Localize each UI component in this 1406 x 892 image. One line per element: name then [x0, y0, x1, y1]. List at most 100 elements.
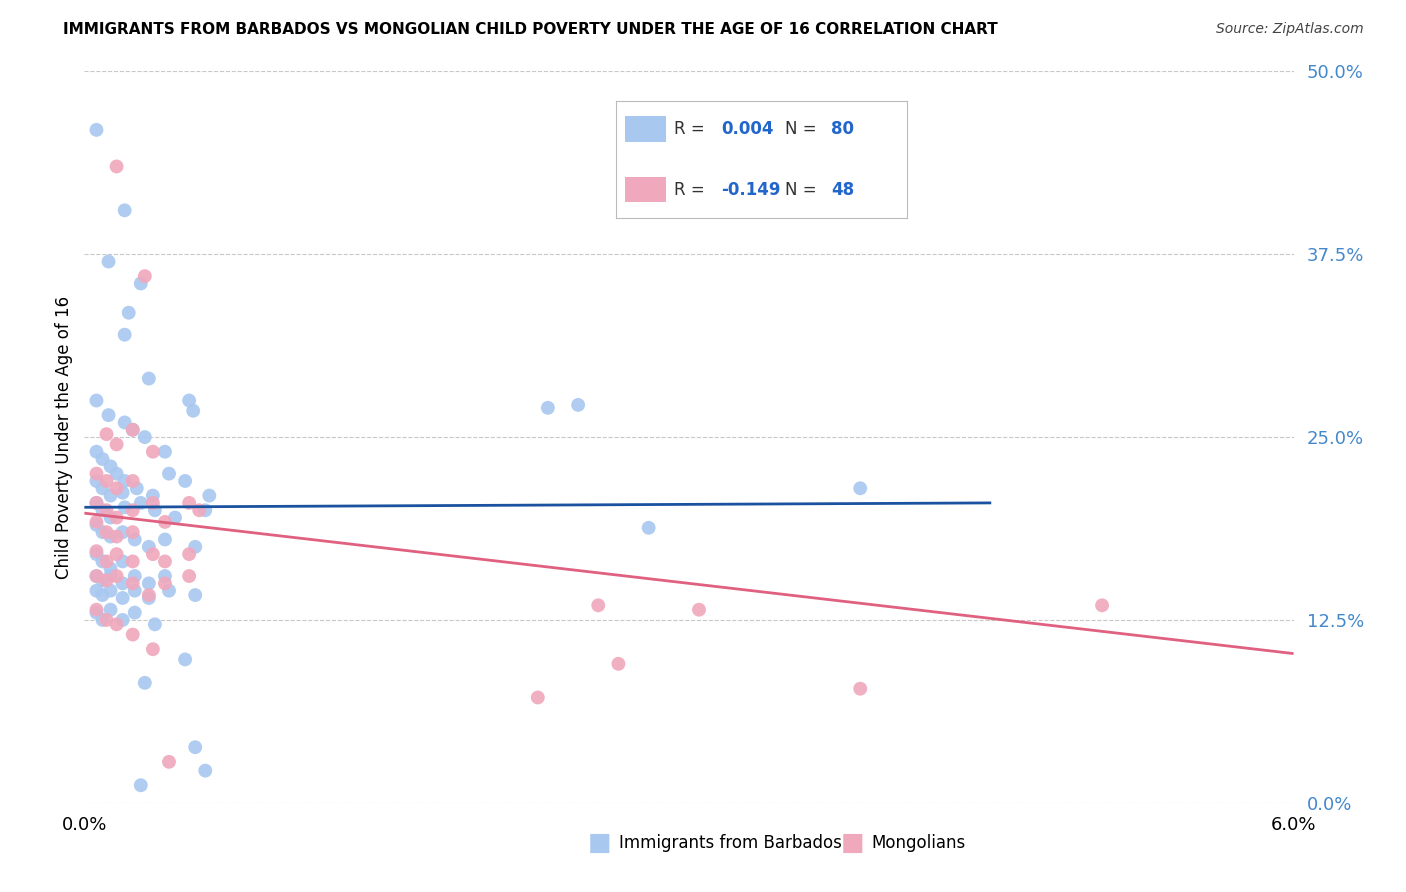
- Point: [86, 517, 108, 532]
- Point: [124, 533, 146, 547]
- Point: [153, 554, 176, 568]
- Point: [142, 547, 165, 561]
- Point: [124, 606, 146, 620]
- Point: [121, 423, 143, 437]
- Point: [174, 474, 197, 488]
- Point: [142, 642, 165, 657]
- Point: [86, 569, 108, 583]
- Point: [96, 613, 118, 627]
- Point: [86, 467, 108, 481]
- Point: [134, 269, 156, 284]
- Point: [179, 569, 201, 583]
- Point: [138, 576, 160, 591]
- Point: [165, 510, 187, 524]
- Point: [567, 398, 589, 412]
- Point: [588, 599, 610, 613]
- Point: [91, 613, 114, 627]
- Point: [129, 496, 152, 510]
- Point: [134, 676, 156, 690]
- Point: [105, 547, 128, 561]
- Point: [91, 574, 114, 588]
- Point: [157, 467, 180, 481]
- Point: [86, 474, 108, 488]
- Point: [184, 540, 207, 554]
- Point: [157, 755, 180, 769]
- Text: Source: ZipAtlas.com: Source: ZipAtlas.com: [1216, 22, 1364, 37]
- Point: [849, 681, 872, 696]
- Point: [114, 474, 136, 488]
- Y-axis label: Child Poverty Under the Age of 16: Child Poverty Under the Age of 16: [55, 295, 73, 579]
- Point: [96, 503, 118, 517]
- Point: [194, 503, 217, 517]
- Point: [111, 591, 134, 605]
- Point: [1091, 599, 1114, 613]
- Point: [157, 583, 180, 598]
- Text: Immigrants from Barbados: Immigrants from Barbados: [619, 834, 842, 852]
- Point: [105, 510, 128, 524]
- Point: [105, 481, 128, 495]
- Point: [86, 515, 108, 529]
- Point: [86, 496, 108, 510]
- Point: [97, 408, 120, 422]
- Point: [194, 764, 217, 778]
- Point: [142, 444, 165, 458]
- Point: [153, 444, 176, 458]
- Point: [91, 588, 114, 602]
- Point: [111, 576, 134, 591]
- Point: [105, 530, 128, 544]
- Point: [138, 540, 160, 554]
- Point: [142, 489, 165, 503]
- Point: [111, 485, 134, 500]
- Point: [100, 530, 122, 544]
- Point: [125, 481, 148, 495]
- Text: ■: ■: [588, 831, 612, 855]
- Point: [121, 423, 143, 437]
- Point: [181, 403, 204, 417]
- Point: [91, 554, 114, 568]
- Point: [129, 778, 152, 792]
- Point: [138, 588, 160, 602]
- Point: [91, 452, 114, 467]
- Point: [142, 496, 165, 510]
- Point: [105, 569, 128, 583]
- Point: [111, 554, 134, 568]
- Point: [188, 503, 211, 517]
- Point: [124, 569, 146, 583]
- Point: [86, 393, 108, 408]
- Point: [174, 652, 197, 666]
- Point: [637, 521, 659, 535]
- Point: [86, 544, 108, 558]
- Point: [138, 371, 160, 385]
- Point: [111, 613, 134, 627]
- Point: [153, 569, 176, 583]
- Text: Mongolians: Mongolians: [872, 834, 966, 852]
- Point: [100, 603, 122, 617]
- Point: [143, 617, 166, 632]
- Point: [198, 489, 221, 503]
- Point: [96, 474, 118, 488]
- Point: [100, 510, 122, 524]
- Point: [179, 496, 201, 510]
- Point: [114, 203, 136, 218]
- Point: [121, 474, 143, 488]
- Point: [124, 583, 146, 598]
- Point: [111, 525, 134, 540]
- Point: [121, 525, 143, 540]
- Point: [105, 437, 128, 451]
- Point: [138, 591, 160, 605]
- Point: [688, 603, 710, 617]
- Point: [96, 554, 118, 568]
- Point: [121, 627, 143, 641]
- Point: [91, 525, 114, 540]
- Point: [86, 547, 108, 561]
- Point: [86, 569, 108, 583]
- Point: [179, 547, 201, 561]
- Point: [114, 500, 136, 515]
- Point: [100, 459, 122, 474]
- Point: [100, 562, 122, 576]
- Point: [121, 576, 143, 591]
- Point: [96, 427, 118, 442]
- Point: [105, 617, 128, 632]
- Point: [118, 306, 141, 320]
- Point: [86, 123, 108, 137]
